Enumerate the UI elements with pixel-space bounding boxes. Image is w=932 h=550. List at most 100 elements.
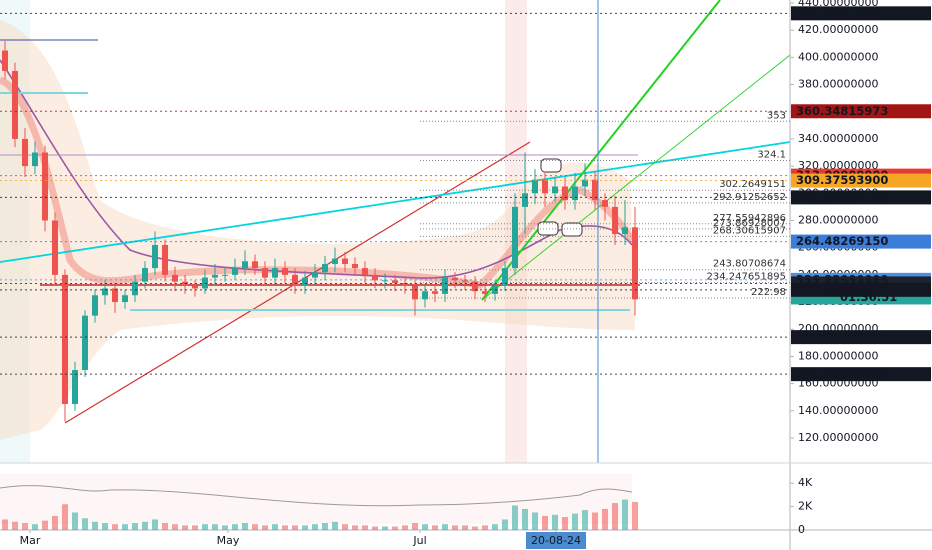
volume-bar: [572, 513, 578, 530]
candle-body: [402, 283, 408, 286]
candle-body: [222, 274, 228, 276]
volume-bar: [222, 525, 228, 530]
volume-bar: [12, 521, 18, 530]
volume-bar: [392, 526, 398, 530]
volume-bar: [452, 525, 458, 530]
candle-body: [342, 258, 348, 264]
candle-body: [452, 277, 458, 281]
volume-bar: [522, 508, 528, 530]
volume-bar: [162, 522, 168, 530]
volume-bar: [212, 524, 218, 530]
annotation-label: 222.98: [751, 287, 786, 298]
volume-bar: [362, 525, 368, 530]
candle-body: [12, 70, 18, 139]
candle-body: [582, 179, 588, 187]
volume-bar: [412, 522, 418, 530]
y-tick-label: 420.00000000: [798, 23, 878, 36]
y-tick-label: 440.00000000: [798, 0, 878, 9]
annotation-label: 302.2649151: [719, 179, 786, 190]
y-tick-label: 120.00000000: [798, 431, 878, 444]
level-label: 296.98564140: [796, 190, 888, 204]
y-tick-label: 380.00000000: [798, 78, 878, 91]
candle-body: [312, 272, 318, 278]
candle-body: [532, 179, 538, 194]
candle-body: [572, 186, 578, 201]
x-tick-label: 20-08-24: [531, 534, 581, 547]
candle-body: [162, 244, 168, 275]
annotation-label: 268.30615907: [713, 225, 786, 236]
trend-line: [481, 0, 721, 301]
volume-bar: [382, 526, 388, 530]
date-tag-bg: [526, 532, 586, 549]
candle-body: [462, 280, 468, 282]
annotation-label: 273.86928007: [713, 218, 786, 229]
level-tag: [791, 234, 931, 249]
candle-body: [32, 152, 38, 167]
level-label: 309.37593900: [796, 173, 888, 187]
volume-bar: [282, 525, 288, 530]
wave-markers: [537, 158, 583, 237]
candle-body: [102, 288, 108, 296]
volume-bar: [92, 521, 98, 530]
candle-body: [252, 261, 258, 269]
candle-body: [142, 268, 148, 282]
volume-bar: [512, 505, 518, 530]
candle-body: [552, 186, 558, 194]
candle-body: [232, 268, 238, 275]
volume-bar: [202, 524, 208, 530]
volume-bar: [342, 524, 348, 530]
candle-body: [502, 268, 508, 286]
candle-body: [242, 261, 248, 269]
volume-bar: [602, 508, 608, 530]
volume-bar: [482, 525, 488, 530]
candle-body: [22, 138, 28, 167]
candle-body: [412, 285, 418, 300]
level-label: 360.34815973: [796, 104, 888, 118]
annotation-label: 324.1: [757, 150, 786, 161]
volume-bar: [622, 499, 628, 530]
y-tick-label: 400.00000000: [798, 50, 878, 63]
trend-line: [481, 54, 791, 301]
volume-bar: [32, 524, 38, 530]
annotation-label: 243.80708674: [713, 259, 786, 270]
candle-body: [382, 280, 388, 282]
level-label: 229.00000924: [796, 282, 888, 296]
volume-bar: [82, 518, 88, 530]
level-label: 194.19134433: [796, 330, 888, 344]
volume-bar: [22, 522, 28, 530]
annotation-label: 277.55942896: [713, 213, 786, 224]
candle-body: [392, 280, 398, 284]
volume-bar: [592, 512, 598, 530]
volume-bar: [332, 521, 338, 530]
candle-body: [212, 274, 218, 278]
candle-body: [592, 179, 598, 201]
candle-body: [422, 291, 428, 300]
candle-body: [542, 179, 548, 194]
volume-bar: [422, 524, 428, 530]
volume-bar: [562, 517, 568, 530]
annotation-label: 292.91252652: [713, 192, 786, 203]
candle-body: [522, 193, 528, 207]
candle-body: [62, 274, 68, 405]
volume-bar: [532, 512, 538, 530]
candle-body: [612, 206, 618, 235]
candle-body: [72, 370, 78, 405]
v-tick-label: 2K: [798, 500, 813, 513]
candle-body: [602, 200, 608, 207]
candle-body: [2, 50, 8, 71]
candle-body: [622, 227, 628, 235]
candle-body: [282, 268, 288, 275]
volume-bar: [142, 521, 148, 530]
candle-body: [442, 277, 448, 294]
annotation-label: 353: [767, 110, 786, 121]
volume-bar: [192, 525, 198, 530]
volume-bar: [312, 524, 318, 530]
volume-bar: [302, 525, 308, 530]
level-label: 166.95352484: [796, 367, 888, 381]
y-tick-label: 140.00000000: [798, 404, 878, 417]
volume-bar: [262, 525, 268, 530]
candle-body: [82, 315, 88, 371]
annotation-label: 234.247651895: [706, 272, 786, 283]
candle-body: [262, 268, 268, 278]
